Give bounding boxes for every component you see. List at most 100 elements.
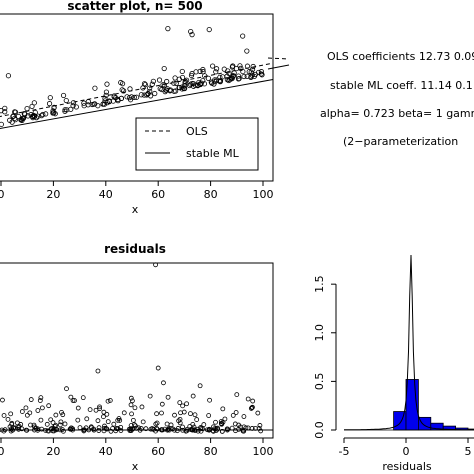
scatter-point <box>38 113 45 119</box>
residual-point <box>87 407 93 413</box>
scatter-x-tick-label: 0 <box>0 188 5 201</box>
legend-ml-label: stable ML <box>186 147 240 160</box>
residual-point <box>58 419 64 425</box>
residual-point <box>107 398 113 403</box>
residual-point <box>105 419 111 425</box>
scatter-point <box>213 69 219 75</box>
residual-point <box>197 383 203 389</box>
residual-point <box>70 398 76 403</box>
residual-point <box>95 418 101 424</box>
residual-point <box>75 405 81 411</box>
residual-point <box>153 262 158 268</box>
scatter-point <box>119 81 126 87</box>
scatter-legend: OLS stable ML <box>135 117 259 171</box>
residuals-x-axis: 0 20 40 60 80 100 <box>0 438 274 458</box>
info-stable-coefficients: stable ML coeff. 11.14 0.1 <box>330 79 473 92</box>
scatter-point <box>103 89 110 95</box>
residual-point <box>59 427 65 432</box>
residual-point <box>139 404 145 410</box>
residual-point <box>57 422 63 428</box>
scatter-point <box>0 121 4 127</box>
residual-point <box>53 426 59 432</box>
residual-point <box>96 425 102 431</box>
residual-point <box>229 425 235 431</box>
residuals-x-tick-label: 100 <box>253 445 274 458</box>
scatter-point <box>190 81 197 87</box>
info-ml-stub <box>267 64 290 70</box>
residual-point <box>0 397 5 403</box>
scatter-point <box>224 73 230 79</box>
scatter-panel: scatter plot, n= 500 0 20 40 60 80 100 x OLS … <box>0 0 274 216</box>
residual-point <box>38 395 44 401</box>
residual-point <box>101 425 107 431</box>
residual-point <box>190 427 196 433</box>
residual-point <box>255 410 261 416</box>
residual-point <box>178 410 183 416</box>
residual-point <box>213 419 218 425</box>
residual-point <box>181 409 187 415</box>
scatter-point <box>47 95 53 101</box>
info-panel: OLS coefficients 12.73 0.096 stable ML c… <box>267 50 474 148</box>
residual-point <box>67 426 73 432</box>
residual-point <box>245 396 251 402</box>
scatter-point <box>147 85 153 91</box>
residual-point <box>132 405 138 411</box>
scatter-point <box>187 81 194 87</box>
scatter-point <box>150 78 156 84</box>
residual-point <box>91 427 97 433</box>
residual-point <box>148 426 154 432</box>
residual-point <box>48 417 54 423</box>
residual-point <box>38 417 44 423</box>
scatter-point <box>147 88 153 94</box>
scatter-point <box>233 65 240 72</box>
scatter-point <box>32 109 38 116</box>
residual-point <box>23 405 29 411</box>
histogram-y-axis: 0.0 0.5 1.0 1.5 <box>313 275 337 439</box>
residual-point <box>116 416 122 421</box>
scatter-point <box>131 94 137 100</box>
residual-point <box>28 397 34 402</box>
scatter-frame <box>0 13 274 182</box>
scatter-point <box>161 65 167 72</box>
residual-point <box>121 410 127 416</box>
scatter-point <box>197 81 203 87</box>
residual-point <box>89 425 94 431</box>
scatter-point <box>138 92 144 98</box>
scatter-point <box>52 111 58 117</box>
scatter-point <box>248 74 254 80</box>
residual-point <box>1 428 7 434</box>
residual-point <box>45 428 51 434</box>
scatter-point <box>100 101 106 107</box>
scatter-point <box>210 63 216 69</box>
scatter-point <box>172 75 178 81</box>
residual-point <box>24 427 30 433</box>
residual-point <box>238 424 243 430</box>
scatter-title: scatter plot, n= 500 <box>67 0 202 13</box>
residual-point <box>128 402 134 408</box>
histogram-panel: 0.0 0.5 1.0 1.5 -5 0 5 residuals <box>313 254 474 473</box>
scatter-point <box>62 107 68 113</box>
scatter-point <box>171 88 177 94</box>
scatter-point <box>119 87 125 93</box>
residual-point <box>7 424 13 430</box>
residual-point <box>130 417 136 423</box>
residual-point <box>195 426 201 432</box>
scatter-x-tick-label: 20 <box>46 188 60 201</box>
residual-point <box>184 401 189 407</box>
residual-point <box>207 397 212 403</box>
residual-point <box>80 395 86 401</box>
scatter-point <box>29 103 35 110</box>
residual-point <box>206 413 212 418</box>
scatter-point <box>216 78 222 84</box>
residual-point <box>97 404 102 410</box>
scatter-point <box>235 73 242 79</box>
residual-point <box>1 413 7 418</box>
scatter-x-tick-label: 100 <box>253 188 274 201</box>
residual-point <box>211 428 216 434</box>
residual-point <box>234 392 240 398</box>
histogram-bar <box>417 416 432 431</box>
density-curve <box>344 254 474 431</box>
residual-point <box>113 428 119 434</box>
residuals-title: residuals <box>104 242 166 256</box>
